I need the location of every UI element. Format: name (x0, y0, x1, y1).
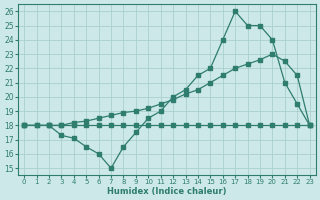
X-axis label: Humidex (Indice chaleur): Humidex (Indice chaleur) (107, 187, 227, 196)
